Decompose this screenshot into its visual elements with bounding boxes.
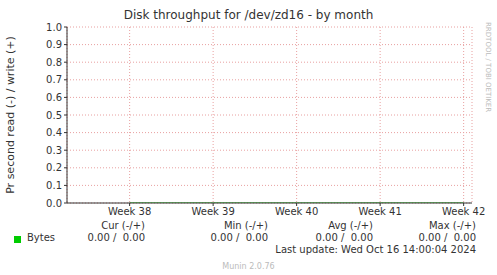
svg-text:Pr second read (-) / write (+): Pr second read (-) / write (+) (8, 36, 17, 194)
html-text:Bytes: Bytes (27, 232, 56, 243)
svg-text:1.0: 1.0 (46, 22, 62, 33)
svg-text:0.9: 0.9 (46, 39, 62, 50)
html-text:Min (-/+): Min (-/+) (223, 220, 268, 231)
svg-text:0.5: 0.5 (46, 110, 62, 121)
svg-text:0.7: 0.7 (46, 74, 62, 85)
html-text:0.00 / 0.00: 0.00 / 0.00 (210, 232, 268, 243)
html-text:0.00 / 0.00: 0.00 / 0.00 (87, 232, 145, 243)
html-text:Last update: Wed Oct 16 14:00:: Last update: Wed Oct 16 14:00:04 2024 (275, 244, 476, 255)
svg-text:0.6: 0.6 (46, 92, 62, 103)
html-text:0.00 / 0.00: 0.00 / 0.00 (315, 232, 373, 243)
html-text:Disk throughput for /dev/zd16: Disk throughput for /dev/zd16 - by month (123, 8, 374, 22)
svg-text:0.0: 0.0 (46, 198, 62, 209)
svg-text:0.8: 0.8 (46, 57, 62, 68)
svg-text:Week 39: Week 39 (191, 206, 234, 217)
svg-text:Week 41: Week 41 (358, 206, 401, 217)
svg-text:Week 40: Week 40 (275, 206, 318, 217)
svg-text:0.3: 0.3 (46, 145, 62, 156)
html-text:Cur (-/+): Cur (-/+) (101, 220, 145, 231)
html-text:0.00 / 0.00: 0.00 / 0.00 (418, 232, 476, 243)
html-text:RRDTOOL / TOBI OETIKER: RRDTOOL / TOBI OETIKER (484, 22, 492, 113)
svg-text:Week 42: Week 42 (442, 206, 485, 217)
svg-text:Week 38: Week 38 (108, 206, 151, 217)
html-text:Avg (-/+): Avg (-/+) (328, 220, 373, 231)
svg-text:0.4: 0.4 (46, 127, 62, 138)
svg-text:0.1: 0.1 (46, 180, 62, 191)
html-text:Max (-/+): Max (-/+) (429, 220, 476, 231)
html-text:Munin 2.0.76: Munin 2.0.76 (222, 262, 275, 271)
svg-text:0.2: 0.2 (46, 162, 62, 173)
